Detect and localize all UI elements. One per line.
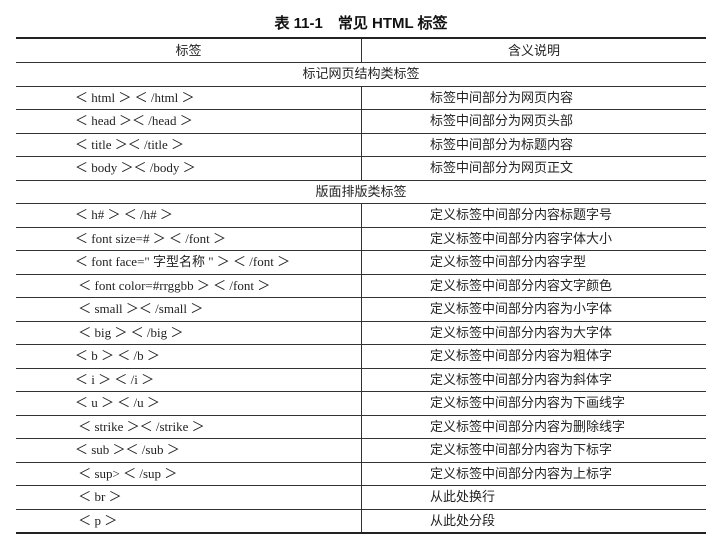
- table-row: ＜ i ＞ ＜ /i ＞ 定义标签中间部分内容为斜体字: [16, 368, 706, 392]
- table-row: ＜ font color=#rrggbb ＞ ＜ /font ＞ 定义标签中间部分…: [16, 274, 706, 298]
- table-row: ＜ h# ＞ ＜ /h# ＞ 定义标签中间部分内容标题字号: [16, 204, 706, 228]
- description-cell: 从此处换行: [430, 489, 496, 504]
- tag-cell: ＜ font color=#rrggbb ＞ ＜ /font ＞: [16, 274, 362, 297]
- tag-cell: ＜ body ＞＜ /body ＞: [16, 157, 362, 180]
- description-cell: 定义标签中间部分内容字型: [430, 254, 587, 269]
- table-row: ＜ html ＞ ＜ /html ＞ 标签中间部分为网页内容: [16, 86, 706, 110]
- description-cell: 从此处分段: [430, 512, 496, 528]
- table-row: ＜ head ＞＜ /head ＞ 标签中间部分为网页头部: [16, 110, 706, 134]
- tag-cell: ＜ font face=" 字型名称 " ＞ ＜ /font ＞: [16, 251, 362, 274]
- tag-cell: ＜ br ＞: [16, 486, 362, 509]
- tag-cell: ＜ strike ＞＜ /strike ＞: [16, 415, 362, 438]
- description-cell: 定义标签中间部分内容为粗体字: [430, 348, 613, 363]
- table-header-row: 标签 含义说明: [16, 39, 706, 63]
- table-row: ＜ p ＞ 从此处分段: [16, 509, 706, 532]
- description-cell: 定义标签中间部分内容字体大小: [430, 230, 613, 246]
- description-cell: 定义标签中间部分内容为删除线字: [430, 418, 626, 434]
- tag-cell: ＜ title ＞＜ /title ＞: [16, 133, 362, 156]
- description-cell: 定义标签中间部分内容标题字号: [430, 207, 613, 222]
- table-row: ＜ font face=" 字型名称 " ＞ ＜ /font ＞ 定义标签中间部分…: [16, 251, 706, 275]
- description-cell: 定义标签中间部分内容文字颜色: [430, 277, 613, 293]
- description-cell: 标签中间部分为标题内容: [430, 136, 574, 152]
- table-row: ＜ title ＞＜ /title ＞ 标签中间部分为标题内容: [16, 133, 706, 157]
- description-cell: 标签中间部分为网页内容: [430, 89, 574, 105]
- description-cell: 定义标签中间部分内容为下画线字: [430, 395, 626, 410]
- header-tag: 标签: [16, 39, 362, 62]
- table-row: ＜ body ＞＜ /body ＞ 标签中间部分为网页正文: [16, 157, 706, 181]
- table-row: ＜ b ＞ ＜ /b ＞ 定义标签中间部分内容为粗体字: [16, 345, 706, 369]
- html-tags-table: 标签 含义说明 标记网页结构类标签＜ html ＞ ＜ /html ＞ 标签中间部…: [16, 37, 706, 534]
- table-row: ＜ sub ＞＜ /sub ＞ 定义标签中间部分内容为下标字: [16, 439, 706, 463]
- tag-cell: ＜ small ＞＜ /small ＞: [16, 298, 362, 321]
- description-cell: 定义标签中间部分内容为斜体字: [430, 371, 613, 387]
- tag-cell: ＜ font size=# ＞ ＜ /font ＞: [16, 227, 362, 250]
- header-description: 含义说明: [507, 43, 560, 58]
- tag-cell: ＜ u ＞ ＜ /u ＞: [16, 392, 362, 415]
- tag-cell: ＜ sub ＞＜ /sub ＞: [16, 439, 362, 462]
- table-row: ＜ sup> ＜ /sup ＞ 定义标签中间部分内容为上标字: [16, 462, 706, 486]
- description-cell: 标签中间部分为网页正文: [430, 160, 574, 175]
- table-row: ＜ strike ＞＜ /strike ＞ 定义标签中间部分内容为删除线字: [16, 415, 706, 439]
- tag-cell: ＜ h# ＞ ＜ /h# ＞: [16, 204, 362, 227]
- description-cell: 定义标签中间部分内容为大字体: [430, 324, 613, 340]
- description-cell: 定义标签中间部分内容为小字体: [430, 301, 613, 316]
- tag-cell: ＜ i ＞ ＜ /i ＞: [16, 368, 362, 391]
- section-row: 标记网页结构类标签: [16, 63, 706, 87]
- table-row: ＜ font size=# ＞ ＜ /font ＞ 定义标签中间部分内容字体大小: [16, 227, 706, 251]
- tag-cell: ＜ big ＞ ＜ /big ＞: [16, 321, 362, 344]
- tag-cell: ＜ p ＞: [16, 509, 362, 532]
- description-cell: 标签中间部分为网页头部: [430, 113, 574, 128]
- table-row: ＜ br ＞ 从此处换行: [16, 486, 706, 510]
- table-row: ＜ u ＞ ＜ /u ＞ 定义标签中间部分内容为下画线字: [16, 392, 706, 416]
- tag-cell: ＜ html ＞ ＜ /html ＞: [16, 86, 362, 109]
- table-row: ＜ small ＞＜ /small ＞ 定义标签中间部分内容为小字体: [16, 298, 706, 322]
- section-row: 版面排版类标签: [16, 181, 706, 204]
- tag-cell: ＜ sup> ＜ /sup ＞: [16, 462, 362, 485]
- description-cell: 定义标签中间部分内容为下标字: [430, 442, 613, 457]
- tag-cell: ＜ head ＞＜ /head ＞: [16, 110, 362, 133]
- description-cell: 定义标签中间部分内容为上标字: [430, 465, 613, 481]
- tag-cell: ＜ b ＞ ＜ /b ＞: [16, 345, 362, 368]
- table-body: 标记网页结构类标签＜ html ＞ ＜ /html ＞标签中间部分为网页内容＜ …: [16, 63, 706, 532]
- table-row: ＜ big ＞ ＜ /big ＞ 定义标签中间部分内容为大字体: [16, 321, 706, 345]
- table-caption: 表 11-1 常见 HTML 标签: [274, 15, 448, 32]
